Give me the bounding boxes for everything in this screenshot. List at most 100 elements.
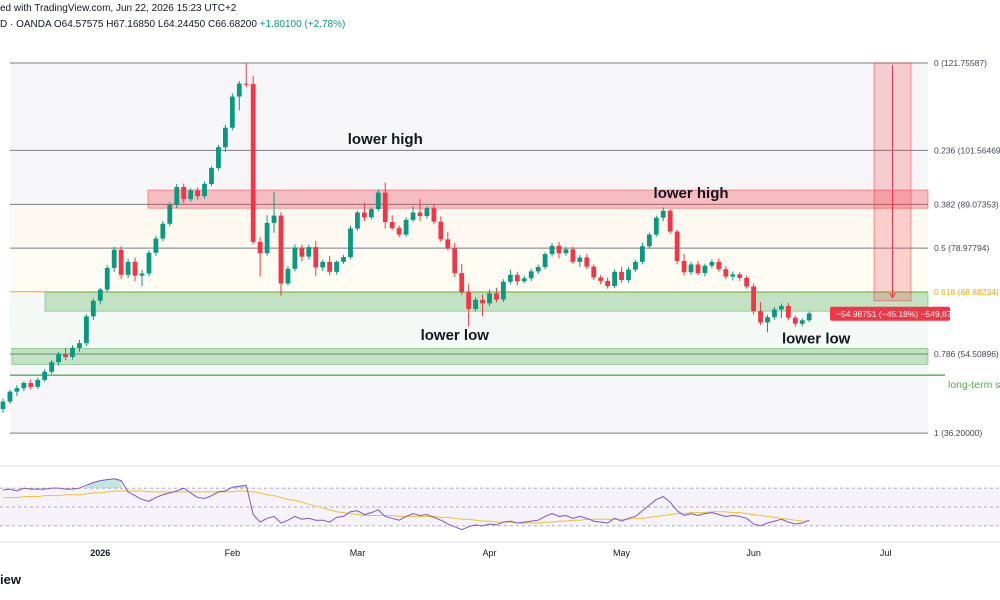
- candle-body: [306, 247, 312, 257]
- rsi-overbought-fill: [86, 482, 94, 489]
- candle-body: [528, 271, 534, 279]
- candle-body: [209, 167, 214, 184]
- candle-body: [77, 343, 82, 348]
- candle-body: [278, 215, 284, 284]
- candle-body: [542, 254, 548, 268]
- candle-body: [264, 222, 270, 254]
- close-value: C66.68200: [207, 19, 257, 30]
- candle-body: [681, 260, 687, 273]
- candle-body: [598, 277, 604, 281]
- candle-body: [292, 247, 298, 269]
- measure-label: −54.98751 (−45.18%) −549,875.1: [836, 309, 964, 319]
- long-term-support-label: long-term s: [948, 379, 1000, 391]
- candle-body: [459, 273, 465, 293]
- candle-body: [111, 249, 117, 268]
- candle-body: [14, 388, 20, 392]
- candle-body: [480, 299, 485, 304]
- fib-band: [10, 150, 928, 205]
- candle-body: [153, 238, 159, 253]
- high-value: H67.16850: [106, 19, 156, 30]
- fib-level-label: 0.5 (78.97794): [934, 243, 989, 253]
- candle-body: [250, 84, 256, 242]
- chart-header: ed with TradingView.com, Jun 22, 2026 15…: [0, 0, 1000, 34]
- candle-body: [174, 186, 180, 205]
- chart-annotation: lower low: [421, 327, 490, 344]
- price-chart[interactable]: 0 (121.75587) 0.236 (101.56469) 0.382 (89.…: [0, 0, 1000, 572]
- candle-body: [320, 261, 326, 268]
- candle-body: [403, 219, 409, 235]
- candle-body: [7, 391, 13, 402]
- candle-body: [702, 265, 708, 274]
- rsi-overbought-fill: [114, 478, 122, 489]
- candle-body: [63, 354, 68, 358]
- fib-level-label: 0.786 (54.50896): [934, 349, 999, 359]
- candle-body: [334, 261, 339, 272]
- candle-body: [42, 371, 48, 380]
- candle-body: [591, 266, 597, 278]
- candle-body: [765, 317, 770, 323]
- candle-body: [49, 362, 55, 372]
- candle-body: [355, 212, 360, 229]
- candle-body: [521, 278, 527, 282]
- fib-level-label: 0 (121.75587): [934, 58, 987, 68]
- candle-body: [674, 231, 680, 261]
- candle-body: [792, 317, 798, 324]
- candle-body: [619, 271, 624, 281]
- candle-body: [382, 192, 388, 223]
- chart-annotation: lower high: [348, 131, 423, 148]
- candle-body: [84, 316, 89, 344]
- candle-body: [104, 267, 110, 290]
- candle-body: [396, 228, 402, 235]
- candle-body: [202, 183, 207, 197]
- chart-annotation: lower low: [782, 331, 851, 348]
- x-tick-label: Jun: [746, 548, 761, 558]
- candle-body: [118, 249, 124, 275]
- candle-body: [751, 286, 756, 312]
- candle-body: [577, 257, 583, 262]
- candle-body: [368, 209, 374, 218]
- candle-body: [507, 274, 513, 282]
- candle-body: [236, 83, 242, 97]
- fib-band: [10, 353, 928, 434]
- x-tick-label: Apr: [482, 548, 496, 558]
- candle-body: [348, 228, 353, 258]
- candle-body: [139, 273, 145, 276]
- candle-body: [271, 215, 277, 223]
- open-value: O64.57575: [53, 19, 104, 30]
- support-zone: [44, 292, 929, 312]
- candle-body: [556, 245, 562, 254]
- candle-body: [35, 379, 41, 387]
- candle-body: [313, 247, 319, 268]
- candle-body: [653, 217, 659, 235]
- candle-body: [695, 264, 701, 274]
- chart-annotation: lower high: [654, 185, 729, 202]
- candle-body: [501, 281, 506, 300]
- candle-body: [97, 289, 103, 301]
- candle-body: [452, 248, 458, 274]
- candle-body: [257, 241, 263, 254]
- x-tick-label: May: [613, 548, 631, 558]
- candle-body: [633, 261, 638, 270]
- ohlc-legend: D · OANDA O64.57575 H67.16850 L64.24450 …: [0, 19, 345, 30]
- candle-body: [779, 305, 784, 310]
- candle-body: [125, 261, 131, 275]
- candle-body: [410, 212, 416, 220]
- x-tick-label: Jul: [880, 548, 892, 558]
- candle-body: [243, 83, 249, 85]
- fib-level-label: 0.618 (68.88234): [934, 287, 999, 297]
- tradingview-logo-text: iew: [0, 572, 21, 587]
- candle-body: [737, 274, 743, 278]
- change-value: +1.80100 (+2.78%): [259, 19, 346, 30]
- resistance-zone: [147, 189, 929, 209]
- candle-body: [70, 347, 75, 358]
- candle-body: [667, 210, 673, 232]
- candle-body: [417, 212, 423, 216]
- candle-body: [799, 320, 805, 324]
- candle-body: [473, 299, 478, 310]
- published-info: ed with TradingView.com, Jun 22, 2026 15…: [0, 3, 237, 14]
- candle-body: [341, 257, 346, 262]
- candle-body: [514, 274, 520, 282]
- low-value: L64.24450: [157, 19, 206, 30]
- symbol-label: D · OANDA: [0, 19, 52, 30]
- candle-body: [772, 309, 777, 318]
